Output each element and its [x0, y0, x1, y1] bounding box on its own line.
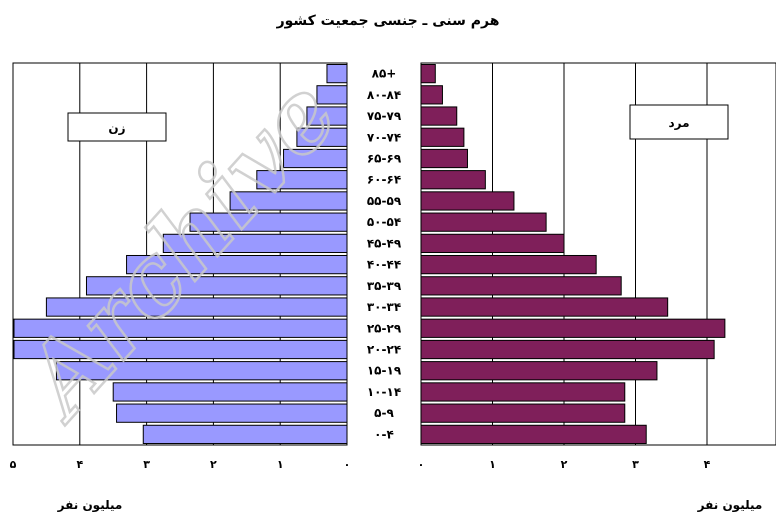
men-bar [420, 297, 669, 317]
men-bar [420, 85, 443, 105]
men-axis-unit: میلیون نفر [697, 498, 763, 513]
age-label: ۷۰-۷۴ [367, 130, 401, 144]
women-bar [229, 191, 348, 211]
women-bar [13, 339, 348, 360]
women-bars [13, 63, 348, 445]
men-tick-label: ۱ [489, 458, 496, 471]
men-legend-label: مرد [668, 116, 689, 130]
age-label: ۶۰-۶۴ [367, 173, 401, 187]
men-legend-box [629, 104, 729, 140]
age-label: ۲۵-۲۹ [367, 321, 402, 335]
women-bar [116, 403, 348, 423]
men-bar [420, 191, 515, 211]
women-tick-label: ۰ [344, 458, 351, 471]
age-label: ۳۵-۳۹ [367, 279, 402, 293]
age-label: ۱۰-۱۴ [367, 385, 401, 399]
women-bar [256, 170, 348, 190]
men-bar [420, 382, 626, 402]
age-label: ۱۵-۱۹ [367, 364, 402, 378]
men-bar [420, 403, 626, 423]
men-bar [420, 127, 465, 147]
women-bar [326, 63, 348, 84]
age-label: ۴۵-۴۹ [367, 236, 402, 250]
women-legend-box [67, 112, 167, 142]
men-panel: ۰ ۱ ۲ ۳ ۴ مرد میلیون نفر [418, 62, 776, 513]
age-label: ۵۵-۵۹ [367, 194, 402, 208]
women-bar [85, 276, 348, 296]
men-bar [420, 276, 622, 296]
men-tick-label: ۲ [561, 458, 568, 471]
men-bar [420, 361, 658, 381]
women-axis-unit: میلیون نفر [57, 498, 123, 513]
women-bar [189, 212, 348, 232]
men-tick-label: ۰ [418, 458, 425, 471]
women-tick-label: ۲ [210, 458, 217, 471]
men-bar [420, 424, 647, 445]
women-bar [45, 297, 348, 317]
women-panel: ۰ ۱ ۲ ۳ ۴ ۵ زن میلیون نفر [10, 62, 351, 513]
men-bar [420, 106, 458, 126]
women-bar [13, 318, 348, 338]
women-tick-label: ۱ [277, 458, 284, 471]
men-bar [420, 318, 726, 338]
age-label: ۵-۹ [374, 406, 394, 420]
age-label: ۷۵-۷۹ [367, 109, 402, 123]
women-tick-label: ۴ [76, 458, 83, 471]
women-tick-label: ۳ [143, 458, 150, 471]
men-bar [420, 339, 715, 360]
men-bar [420, 233, 565, 254]
age-label: ۵۰-۵۴ [367, 215, 401, 229]
age-label: ۶۵-۶۹ [367, 152, 402, 166]
men-bar [420, 148, 468, 169]
age-group-labels: ۰-۴ ۵-۹ ۱۰-۱۴ ۱۵-۱۹ ۲۰-۲۴ ۲۵-۲۹ ۳۰-۳۴ ۳۵-۳۹ ۴۰-۴… [367, 67, 402, 442]
men-bar [420, 63, 436, 84]
men-bar [420, 170, 486, 190]
women-bar [55, 361, 348, 381]
women-bar [112, 382, 348, 402]
chart-title: هرم سنی ـ جنسی جمعیت کشور [276, 13, 500, 29]
age-label: ۴۰-۴۴ [367, 258, 401, 272]
women-bar [126, 254, 348, 275]
women-legend-label: زن [108, 121, 125, 135]
men-bar [420, 254, 597, 275]
men-bars [420, 63, 726, 445]
age-label: ۲۰-۲۴ [367, 343, 401, 357]
women-bar [142, 424, 348, 445]
women-bar [316, 85, 348, 105]
women-tick-labels: ۰ ۱ ۲ ۳ ۴ ۵ [10, 458, 351, 471]
women-bar [283, 148, 348, 169]
men-bar [420, 212, 547, 232]
women-tick-label: ۵ [10, 458, 17, 471]
age-label: ۸۵+ [372, 67, 397, 81]
age-label: ۸۰-۸۴ [367, 88, 401, 102]
women-bar [296, 127, 348, 147]
women-bar [162, 233, 348, 254]
women-bar [306, 106, 348, 126]
age-label: ۳۰-۳۴ [367, 300, 401, 314]
men-tick-labels: ۰ ۱ ۲ ۳ ۴ [418, 458, 711, 471]
men-tick-label: ۳ [632, 458, 639, 471]
men-tick-label: ۴ [704, 458, 711, 471]
age-label: ۰-۴ [374, 427, 394, 441]
